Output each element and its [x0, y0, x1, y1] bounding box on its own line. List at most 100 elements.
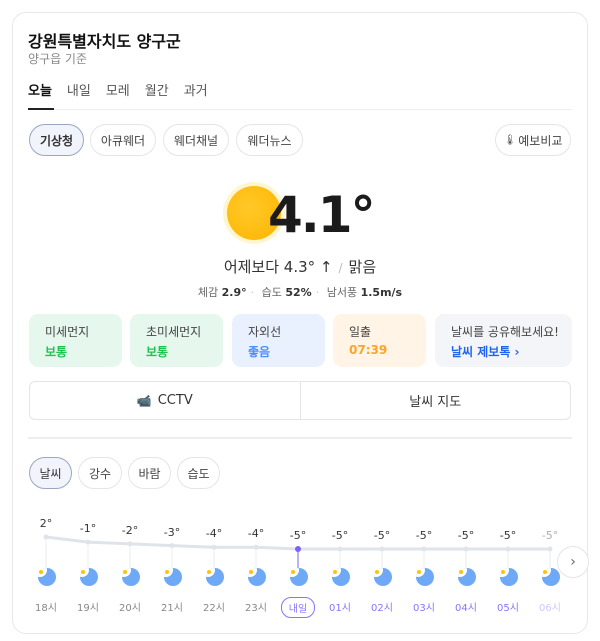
info-card-value: 좋음 — [248, 345, 271, 359]
location-subtitle: 양구읍 기준 — [28, 52, 88, 66]
star-icon — [291, 570, 295, 574]
source-weathernews[interactable]: 웨더뉴스 — [236, 124, 303, 156]
hour-label: 04시 — [455, 603, 477, 614]
info-card-label: 날씨를 공유해보세요! — [451, 325, 559, 339]
temp-point — [43, 534, 49, 540]
hour-label: 내일 — [281, 597, 315, 618]
hour-label: 22시 — [203, 603, 225, 614]
star-icon — [543, 570, 547, 574]
yesterday-compare: 어제보다 4.3° ↑ — [223, 258, 333, 276]
temp-point — [295, 546, 301, 552]
temp-label: -4° — [247, 527, 265, 541]
sun-icon — [227, 186, 281, 240]
info-card-value: 날씨 제보톡 › — [451, 345, 520, 359]
temp-label: -5° — [541, 529, 559, 542]
temp-point — [85, 539, 91, 545]
cctv-button[interactable]: 📹 CCTV — [30, 382, 300, 419]
info-card-label: 자외선 — [248, 325, 282, 339]
temp-point — [253, 544, 259, 550]
weather-details: 체감 2.9° · 습도 52% · 남서풍 1.5m/s — [197, 286, 403, 299]
info-card-4[interactable]: 날씨를 공유해보세요! 날씨 제보톡 › — [435, 314, 572, 367]
source-weatherchannel[interactable]: 웨더채널 — [163, 124, 229, 156]
hour-label: 03시 — [413, 603, 435, 614]
temp-label: -5° — [415, 529, 433, 542]
weather-map-button[interactable]: 날씨 지도 — [299, 382, 571, 419]
info-card-label: 미세먼지 — [45, 325, 90, 339]
temp-point — [127, 541, 133, 547]
wind-label: 남서풍 — [326, 286, 358, 299]
compare-forecast-button[interactable]: 🌡 예보비교 — [495, 124, 571, 156]
temp-point — [169, 543, 175, 549]
temp-label: -5° — [457, 529, 475, 542]
chart-tab-wind[interactable]: 바람 — [128, 457, 171, 489]
chart-tab-weather[interactable]: 날씨 — [29, 457, 72, 489]
hour-label: 23시 — [245, 603, 267, 614]
star-icon — [249, 570, 253, 574]
info-card-value: 07:39 — [349, 343, 388, 357]
section-divider — [28, 437, 572, 439]
temp-point — [379, 546, 385, 552]
current-temp: 4.1° — [268, 186, 376, 244]
star-icon — [501, 570, 505, 574]
info-card-label: 초미세먼지 — [146, 325, 202, 339]
cctv-icon: 📹 — [136, 393, 152, 408]
temp-label: 2° — [39, 517, 53, 530]
hour-label: 19시 — [77, 603, 99, 614]
hourly-temp-chart — [43, 534, 553, 572]
temp-point — [421, 546, 427, 552]
star-icon — [165, 570, 169, 574]
day-tabs: 오늘 내일 모레 월간 과거 — [28, 80, 208, 99]
hour-label: 02시 — [371, 603, 393, 614]
star-icon — [39, 570, 43, 574]
info-card-value: 보통 — [146, 345, 169, 359]
wind-value: 1.5m/s — [360, 286, 403, 299]
hour-label: 21시 — [161, 603, 183, 614]
info-card-label: 일출 — [349, 325, 372, 339]
feels-label: 체감 — [197, 286, 219, 299]
temp-point — [505, 546, 511, 552]
humidity-value: 52% — [285, 286, 312, 299]
star-icon — [375, 570, 379, 574]
star-icon — [81, 570, 85, 574]
condition: 맑음 — [348, 258, 377, 276]
tab-past[interactable]: 과거 — [183, 84, 208, 99]
tab-divider — [28, 109, 572, 110]
chart-tab-humidity[interactable]: 습도 — [177, 457, 220, 489]
location-title: 강원특별자치도 양구군 — [28, 32, 181, 51]
star-icon — [459, 570, 463, 574]
humidity-label: 습도 — [261, 286, 282, 299]
hour-label: 01시 — [329, 603, 351, 614]
chart-tab-precip[interactable]: 강수 — [78, 457, 122, 489]
star-icon — [207, 570, 211, 574]
tab-tomorrow[interactable]: 내일 — [66, 84, 91, 99]
feels-value: 2.9° — [221, 286, 247, 299]
info-card-3[interactable]: 일출 07:39 — [333, 314, 426, 367]
temp-label: -1° — [79, 522, 97, 536]
source-kma[interactable]: 기상청 — [29, 124, 84, 156]
compare-label: 예보비교 — [518, 133, 563, 148]
source-accuweather[interactable]: 아큐웨더 — [90, 124, 156, 156]
thermometer-icon: 🌡 — [503, 134, 517, 146]
hour-label: 06시 — [539, 603, 561, 614]
star-icon — [123, 570, 127, 574]
temp-label: -5° — [331, 529, 349, 542]
temp-label: -4° — [205, 527, 223, 541]
temp-label: -2° — [121, 523, 139, 537]
tab-indicator — [28, 108, 54, 110]
info-card-value: 보통 — [45, 345, 68, 359]
tab-day-after[interactable]: 모레 — [105, 84, 130, 99]
tab-today[interactable]: 오늘 — [28, 84, 52, 99]
separator: / — [338, 261, 343, 275]
temp-label: -5° — [499, 529, 517, 542]
tab-monthly[interactable]: 월간 — [144, 84, 169, 99]
action-buttons: 📹 CCTV 날씨 지도 — [29, 381, 571, 420]
cctv-label: CCTV — [157, 393, 193, 408]
temp-compare: 어제보다 4.3° ↑ / 맑음 — [0, 256, 600, 277]
temp-point — [337, 546, 343, 552]
temp-label: -3° — [163, 525, 181, 539]
star-icon — [417, 570, 421, 574]
next-arrow-button[interactable]: › — [557, 546, 589, 578]
